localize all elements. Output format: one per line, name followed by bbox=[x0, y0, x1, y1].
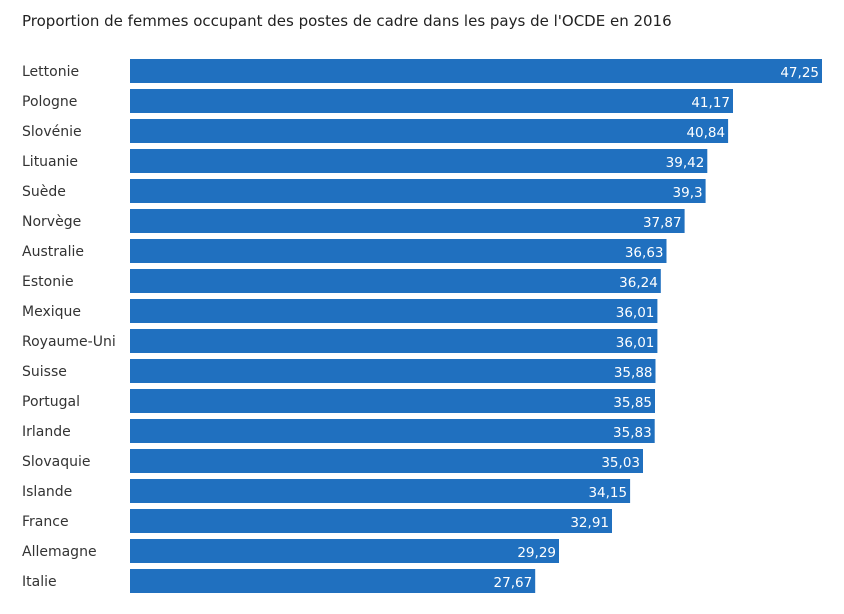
value-label-royaume-uni: 36,01 bbox=[616, 335, 655, 351]
bar-portugal[interactable] bbox=[130, 389, 655, 413]
bar-royaume-uni[interactable] bbox=[130, 329, 658, 353]
value-label-italie: 27,67 bbox=[494, 575, 533, 591]
bar-lituanie[interactable] bbox=[130, 149, 708, 173]
value-label-slovenie: 40,84 bbox=[686, 125, 725, 141]
value-label-suede: 39,3 bbox=[673, 185, 703, 201]
category-label-mexique: Mexique bbox=[22, 304, 81, 320]
value-label-france: 32,91 bbox=[570, 515, 609, 531]
category-label-australie: Australie bbox=[22, 244, 84, 260]
category-label-suede: Suède bbox=[22, 184, 66, 200]
category-label-slovaquie: Slovaquie bbox=[22, 454, 90, 470]
category-label-estonie: Estonie bbox=[22, 274, 74, 290]
bar-mexique[interactable] bbox=[130, 299, 658, 323]
bar-suede[interactable] bbox=[130, 179, 706, 203]
category-label-slovenie: Slovénie bbox=[22, 124, 82, 140]
value-label-portugal: 35,85 bbox=[613, 395, 652, 411]
bar-norvege[interactable] bbox=[130, 209, 685, 233]
bar-suisse[interactable] bbox=[130, 359, 656, 383]
bar-australie[interactable] bbox=[130, 239, 667, 263]
value-label-irlande: 35,83 bbox=[613, 425, 652, 441]
category-label-lettonie: Lettonie bbox=[22, 64, 79, 80]
bar-france[interactable] bbox=[130, 509, 612, 533]
chart-title: Proportion de femmes occupant des postes… bbox=[22, 12, 672, 30]
bar-italie[interactable] bbox=[130, 569, 536, 593]
bar-lettonie[interactable] bbox=[130, 59, 822, 83]
value-label-estonie: 36,24 bbox=[619, 275, 658, 291]
value-label-islande: 34,15 bbox=[588, 485, 627, 501]
category-label-france: France bbox=[22, 514, 69, 530]
value-label-australie: 36,63 bbox=[625, 245, 664, 261]
bar-allemagne[interactable] bbox=[130, 539, 559, 563]
bar-slovaquie[interactable] bbox=[130, 449, 643, 473]
category-label-lituanie: Lituanie bbox=[22, 154, 78, 170]
value-label-mexique: 36,01 bbox=[616, 305, 655, 321]
bar-slovenie[interactable] bbox=[130, 119, 729, 143]
category-label-irlande: Irlande bbox=[22, 424, 71, 440]
category-label-allemagne: Allemagne bbox=[22, 544, 97, 560]
value-label-norvege: 37,87 bbox=[643, 215, 682, 231]
value-label-lettonie: 47,25 bbox=[780, 65, 819, 81]
category-label-suisse: Suisse bbox=[22, 364, 67, 380]
category-label-italie: Italie bbox=[22, 574, 57, 590]
value-label-allemagne: 29,29 bbox=[517, 545, 556, 561]
category-label-pologne: Pologne bbox=[22, 94, 77, 110]
value-label-slovaquie: 35,03 bbox=[601, 455, 640, 471]
bar-islande[interactable] bbox=[130, 479, 631, 503]
bar-estonie[interactable] bbox=[130, 269, 661, 293]
category-label-islande: Islande bbox=[22, 484, 72, 500]
category-label-royaume-uni: Royaume-Uni bbox=[22, 334, 116, 350]
bar-pologne[interactable] bbox=[130, 89, 733, 113]
value-label-lituanie: 39,42 bbox=[666, 155, 705, 171]
bar-irlande[interactable] bbox=[130, 419, 655, 443]
category-label-portugal: Portugal bbox=[22, 394, 80, 410]
value-label-suisse: 35,88 bbox=[614, 365, 653, 381]
value-label-pologne: 41,17 bbox=[691, 95, 730, 111]
category-label-norvege: Norvège bbox=[22, 214, 81, 230]
